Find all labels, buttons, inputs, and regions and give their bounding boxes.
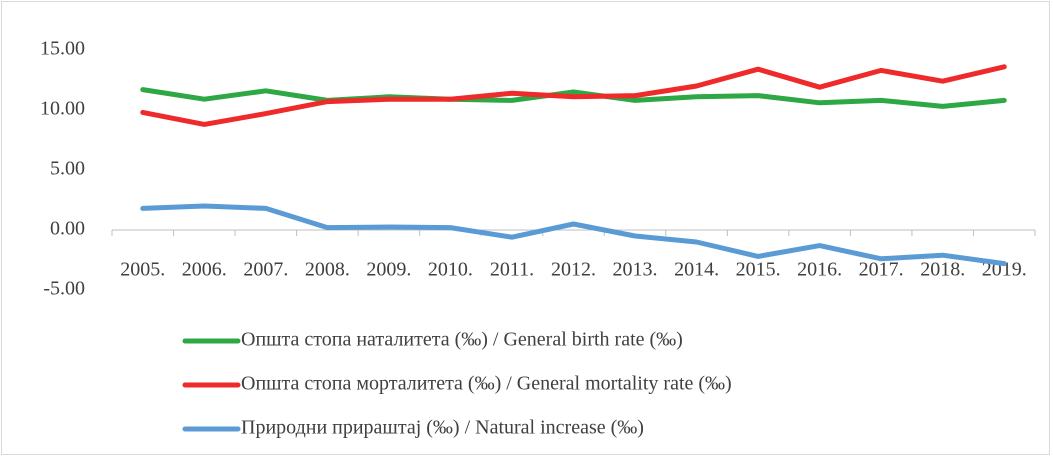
y-tick-label: 5.00 — [50, 158, 85, 180]
x-tick-label: 2017. — [859, 259, 904, 281]
x-tick-label: 2010. — [428, 259, 473, 281]
x-tick-label: 2012. — [551, 259, 596, 281]
series-line — [140, 87, 1007, 109]
y-tick-label: -5.00 — [43, 278, 85, 300]
legend-label: Природни прираштај (‰) / Natural increas… — [241, 417, 644, 439]
legend-label: Општа стопа наталитета (‰) / General bir… — [241, 329, 683, 351]
y-tick-label: 15.00 — [40, 38, 85, 60]
x-tick-label: 2007. — [243, 259, 288, 281]
x-tick-label: 2014. — [674, 259, 719, 281]
x-tick-label: 2008. — [305, 259, 350, 281]
x-tick-label: 2013. — [613, 259, 658, 281]
legend-label: Општа стопа морталитета (‰) / General mo… — [241, 373, 732, 395]
x-tick-label: 2018. — [920, 259, 965, 281]
x-tick-label: 2009. — [366, 259, 411, 281]
x-tick-label: 2015. — [736, 259, 781, 281]
series-line — [140, 64, 1007, 127]
x-tick-label: 2006. — [182, 259, 227, 281]
x-tick-label: 2005. — [120, 259, 165, 281]
x-tick-label: 2016. — [797, 259, 842, 281]
y-tick-label: 0.00 — [50, 218, 85, 240]
x-tick-label: 2011. — [490, 259, 534, 281]
series-line — [140, 203, 1007, 267]
y-tick-label: 10.00 — [40, 98, 85, 120]
